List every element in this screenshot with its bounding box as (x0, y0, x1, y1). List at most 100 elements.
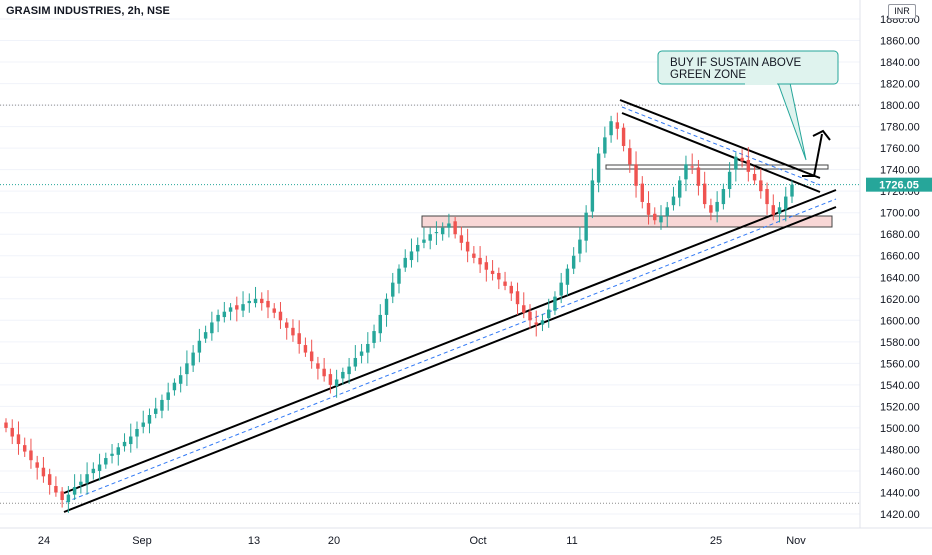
grid (0, 18, 860, 515)
candle (777, 201, 782, 223)
y-tick-label: 1600.00 (880, 315, 920, 327)
y-tick-label: 1560.00 (880, 358, 920, 370)
candle (359, 343, 364, 364)
candle (29, 438, 33, 469)
candle (291, 319, 295, 342)
candle (185, 350, 189, 386)
candle (35, 455, 39, 480)
resistance-zone[interactable] (605, 164, 829, 170)
candle (596, 147, 601, 193)
candle (509, 281, 514, 301)
candle (91, 462, 96, 480)
candle (653, 207, 657, 225)
candle (715, 191, 719, 223)
channel-lower-line[interactable] (63, 206, 837, 513)
candle (746, 147, 751, 182)
candle (303, 337, 308, 357)
y-tick-label: 1700.00 (880, 208, 920, 220)
candle (752, 166, 757, 185)
candle (522, 292, 526, 319)
candle (684, 155, 688, 192)
last-price-tag: 1726.05 (866, 177, 932, 192)
candle (727, 162, 732, 198)
candle (22, 437, 27, 457)
channel-upper-line[interactable] (63, 189, 837, 494)
candle (771, 194, 776, 221)
callout-box[interactable]: BUY IF SUSTAIN ABOVE GREEN ZONE (657, 50, 839, 161)
candle (241, 291, 245, 318)
y-tick-label: 1520.00 (880, 401, 920, 413)
reference-lines (0, 104, 860, 504)
candle (540, 313, 545, 332)
candle (734, 152, 738, 182)
wedge-upper-line[interactable] (619, 99, 821, 179)
candle (397, 264, 401, 294)
candle (565, 264, 570, 296)
x-tick-label: Nov (786, 535, 806, 547)
candle (160, 394, 164, 419)
candle (415, 237, 420, 263)
callout-text-line1: BUY IF SUSTAIN ABOVE (670, 57, 802, 69)
x-tick-label: 11 (566, 535, 577, 547)
candle (528, 304, 532, 329)
wedge-lower-line[interactable] (621, 112, 821, 193)
candle (646, 191, 651, 225)
candle (197, 328, 202, 363)
candle (609, 115, 613, 143)
price-axis[interactable]: 1420.00 1440.00 1460.00 1480.00 1500.00 1520.… (859, 0, 920, 528)
candle (440, 222, 445, 241)
candle (16, 421, 21, 455)
candle (353, 345, 358, 371)
candle (235, 296, 239, 322)
channel-mid-dashed-line (65, 198, 837, 503)
candle (122, 433, 127, 452)
candle (721, 183, 726, 210)
candle (665, 201, 669, 227)
candle (447, 213, 451, 238)
candle (116, 442, 121, 466)
candle (191, 345, 195, 372)
candle (584, 205, 588, 253)
candle (41, 456, 46, 483)
candle (659, 205, 663, 230)
candle (10, 419, 14, 445)
candle (316, 356, 320, 380)
candle (210, 311, 214, 341)
candle (409, 238, 414, 268)
last-price-tag-box (866, 177, 932, 192)
candle (759, 168, 763, 199)
last-price-tag-label: 1726.05 (879, 180, 919, 192)
candle (765, 182, 769, 215)
candle (478, 246, 482, 273)
candle (790, 180, 794, 204)
time-axis[interactable]: 24 Sep 13 20 Oct 11 25 Nov (0, 527, 932, 547)
candle (640, 176, 645, 209)
candle (559, 272, 563, 304)
candle (784, 186, 788, 222)
candle (260, 292, 264, 311)
candle (153, 397, 158, 419)
y-tick-label: 1680.00 (880, 229, 920, 241)
y-tick-label: 1840.00 (880, 57, 920, 69)
candle (403, 249, 407, 272)
candle (391, 272, 395, 304)
candle (590, 168, 595, 219)
candle (615, 112, 620, 140)
candle (66, 486, 71, 513)
candle (553, 291, 557, 315)
breakout-arrow[interactable] (802, 129, 831, 177)
currency-label[interactable]: INR (888, 4, 916, 19)
y-tick-label: 1860.00 (880, 36, 920, 48)
y-tick-label: 1820.00 (880, 79, 920, 91)
candle (328, 368, 333, 394)
candle (372, 324, 376, 349)
candle (384, 293, 389, 327)
candle (603, 126, 607, 158)
candle (628, 139, 632, 173)
candle (297, 320, 301, 354)
x-tick-label: Oct (469, 535, 486, 547)
support-zone[interactable] (421, 215, 833, 228)
candle (571, 247, 576, 275)
